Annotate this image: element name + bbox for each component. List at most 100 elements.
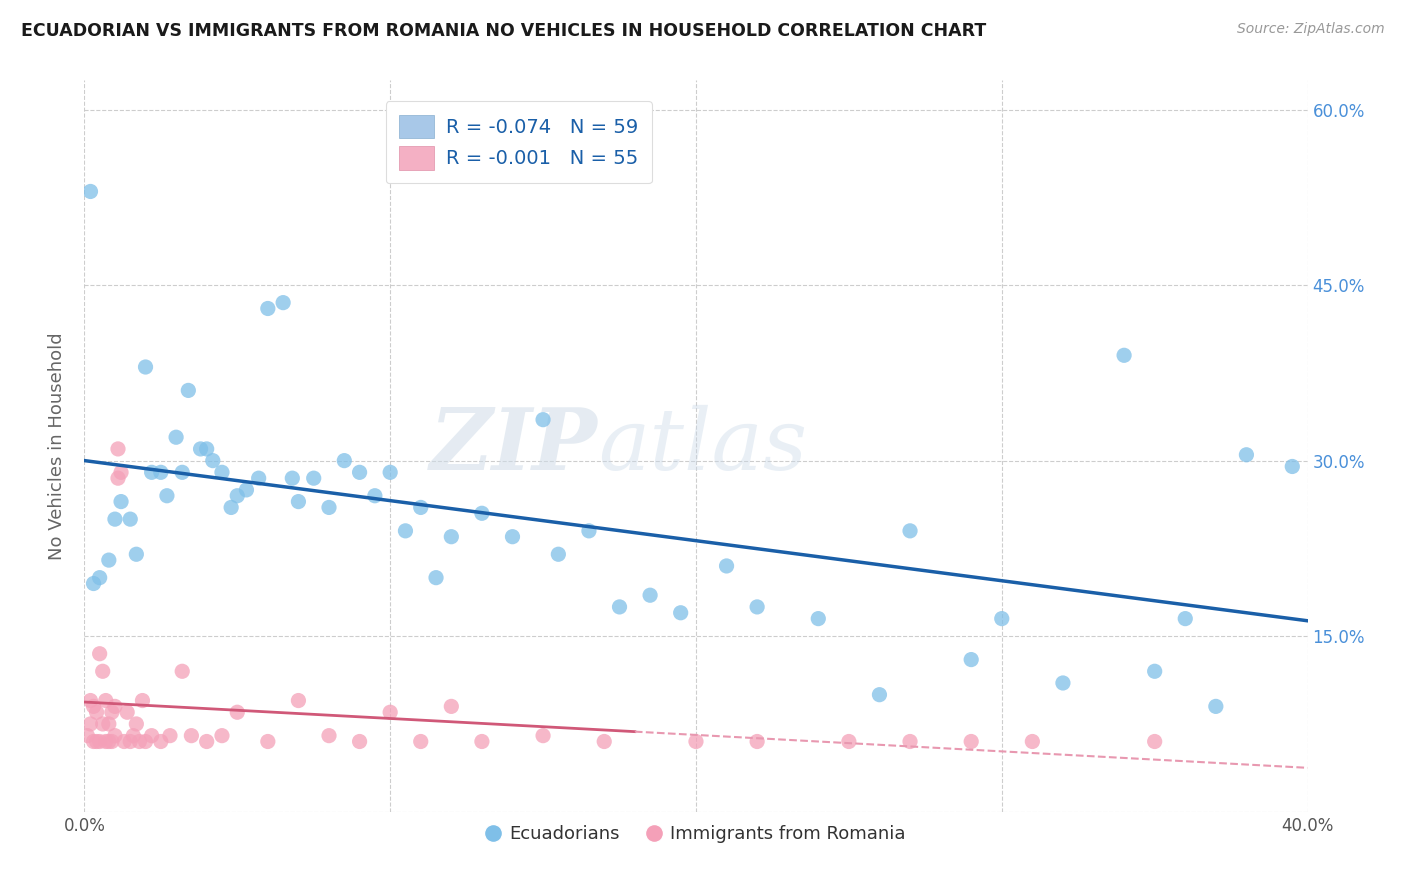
Point (685, 734, 707, 748)
Point (898, 734, 921, 748)
Point (531, 412, 554, 426)
Point (211, 729, 233, 743)
Point (79, 693, 101, 707)
Point (195, 734, 218, 748)
Point (104, 512, 127, 526)
Point (211, 466, 233, 480)
Point (333, 453, 356, 467)
Point (97, 734, 120, 748)
Text: ECUADORIAN VS IMMIGRANTS FROM ROMANIA NO VEHICLES IN HOUSEHOLD CORRELATION CHART: ECUADORIAN VS IMMIGRANTS FROM ROMANIA NO… (21, 22, 987, 40)
Point (91, 665, 114, 679)
Point (502, 530, 524, 544)
Point (135, 359, 157, 374)
Point (364, 489, 387, 503)
Point (380, 705, 402, 719)
Point (97, 717, 120, 731)
Point (471, 506, 494, 520)
Point (471, 734, 494, 748)
Point (838, 734, 860, 748)
Point (219, 500, 242, 515)
Point (122, 729, 145, 743)
Point (1114, 348, 1136, 362)
Point (104, 729, 127, 743)
Point (195, 442, 218, 456)
Point (869, 688, 891, 702)
Point (120, 734, 142, 748)
Point (172, 665, 194, 679)
Point (547, 547, 569, 561)
Point (165, 430, 187, 444)
Point (1021, 734, 1043, 748)
Point (107, 471, 129, 485)
Point (125, 717, 148, 731)
Point (125, 547, 148, 561)
Point (440, 699, 463, 714)
Point (271, 295, 294, 310)
Point (156, 489, 179, 503)
Point (101, 705, 124, 719)
Point (1052, 676, 1074, 690)
Point (226, 489, 249, 503)
Point (141, 466, 163, 480)
Point (380, 466, 402, 480)
Point (79, 717, 101, 731)
Point (1174, 612, 1197, 626)
Point (638, 588, 661, 602)
Point (159, 729, 181, 743)
Point (409, 734, 432, 748)
Point (177, 384, 200, 398)
Point (609, 599, 631, 614)
Point (226, 705, 249, 719)
Point (104, 699, 127, 714)
Point (669, 606, 692, 620)
Point (1143, 665, 1166, 679)
Point (135, 734, 157, 748)
Point (97, 553, 120, 567)
Point (172, 466, 194, 480)
Point (425, 571, 447, 585)
Point (287, 693, 309, 707)
Point (257, 301, 280, 316)
Point (318, 500, 340, 515)
Point (79, 185, 101, 199)
Point (83, 576, 105, 591)
Point (128, 734, 150, 748)
Point (112, 734, 135, 748)
Point (257, 734, 280, 748)
Point (1236, 448, 1258, 462)
Point (409, 500, 432, 515)
Point (281, 471, 304, 485)
Point (190, 442, 212, 456)
Point (91, 717, 114, 731)
Point (747, 734, 769, 748)
Y-axis label: No Vehicles in Household: No Vehicles in Household (48, 332, 66, 560)
Point (287, 494, 309, 508)
Point (960, 734, 983, 748)
Point (120, 512, 142, 526)
Point (1205, 699, 1227, 714)
Point (86, 705, 108, 719)
Point (531, 729, 554, 743)
Point (394, 524, 416, 538)
Point (89, 647, 111, 661)
Text: atlas: atlas (598, 405, 807, 487)
Point (302, 471, 325, 485)
Legend: Ecuadorians, Immigrants from Romania: Ecuadorians, Immigrants from Romania (478, 818, 914, 850)
Point (83, 699, 105, 714)
Point (101, 734, 124, 748)
Point (201, 453, 224, 467)
Point (149, 466, 172, 480)
Point (716, 558, 738, 573)
Point (83, 734, 105, 748)
Point (110, 494, 132, 508)
Point (349, 734, 371, 748)
Point (149, 734, 172, 748)
Point (1281, 459, 1303, 474)
Point (960, 652, 983, 666)
Point (110, 466, 132, 480)
Point (991, 612, 1014, 626)
Point (76, 729, 98, 743)
Point (115, 705, 138, 719)
Point (107, 442, 129, 456)
Point (180, 729, 202, 743)
